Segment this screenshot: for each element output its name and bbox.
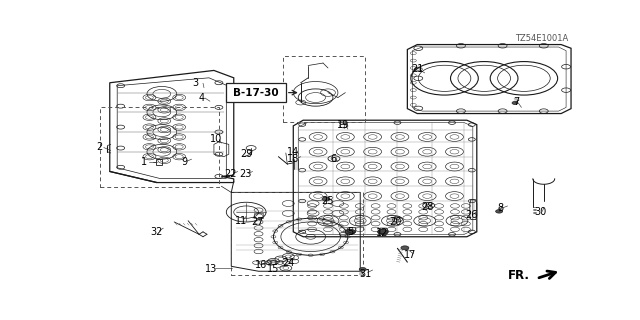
- Text: 8: 8: [497, 204, 504, 213]
- Text: B-17-30: B-17-30: [233, 88, 279, 98]
- Bar: [284, 56, 365, 122]
- Text: 5: 5: [347, 227, 353, 237]
- Text: 26: 26: [466, 210, 478, 220]
- Text: 31: 31: [359, 269, 371, 279]
- Text: FR.: FR.: [508, 269, 531, 282]
- Circle shape: [401, 246, 409, 250]
- Circle shape: [512, 101, 518, 104]
- Text: 10: 10: [211, 134, 223, 144]
- Circle shape: [378, 229, 388, 234]
- Text: 12: 12: [376, 228, 388, 238]
- Circle shape: [322, 197, 330, 201]
- Text: 11: 11: [235, 216, 247, 226]
- Text: 6: 6: [330, 154, 336, 164]
- Text: 21: 21: [411, 64, 424, 74]
- Circle shape: [346, 229, 355, 234]
- Text: 29: 29: [240, 149, 252, 159]
- Circle shape: [495, 210, 502, 213]
- Text: 14: 14: [287, 147, 300, 157]
- Text: 22: 22: [224, 169, 237, 179]
- Text: 18: 18: [287, 154, 300, 164]
- Bar: [100, 108, 219, 188]
- Text: 1: 1: [141, 156, 148, 167]
- Text: 25: 25: [322, 196, 334, 206]
- Text: 24: 24: [282, 258, 294, 268]
- Text: 13: 13: [205, 264, 218, 274]
- Text: 27: 27: [252, 217, 264, 227]
- Text: 15: 15: [268, 264, 280, 274]
- Text: 20: 20: [388, 217, 401, 227]
- Text: 4: 4: [198, 92, 205, 102]
- Text: 17: 17: [404, 250, 416, 260]
- Text: 19: 19: [337, 120, 349, 130]
- Bar: [231, 192, 363, 276]
- Text: 16: 16: [255, 260, 267, 270]
- Text: 7: 7: [513, 98, 520, 108]
- Text: 2: 2: [97, 142, 103, 152]
- Bar: [227, 83, 286, 102]
- Circle shape: [359, 268, 366, 271]
- Text: TZ54E1001A: TZ54E1001A: [515, 34, 568, 43]
- Text: 3: 3: [192, 78, 198, 88]
- Text: 23: 23: [239, 169, 252, 179]
- Text: 32: 32: [150, 227, 163, 237]
- Text: 28: 28: [421, 202, 433, 212]
- Text: 9: 9: [181, 156, 188, 167]
- Text: 30: 30: [534, 207, 547, 217]
